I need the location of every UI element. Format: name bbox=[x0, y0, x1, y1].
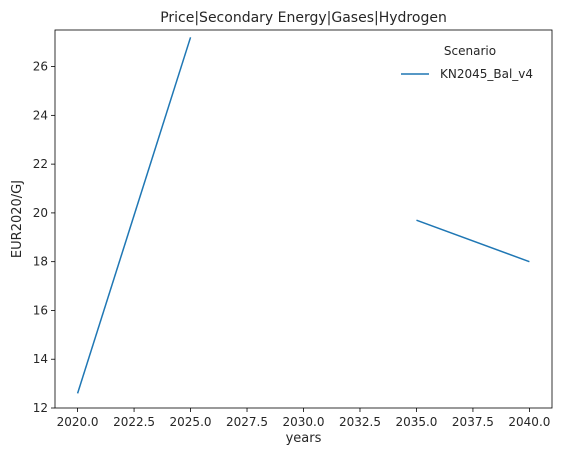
x-axis: 2020.0 2022.5 2025.0 2027.5 2030.0 2032.5 2035… bbox=[57, 408, 550, 429]
y-tick-label: 14 bbox=[33, 352, 48, 366]
x-tick-label: 2035.0 bbox=[395, 415, 437, 429]
x-tick-label: 2037.5 bbox=[452, 415, 494, 429]
y-tick-label: 24 bbox=[33, 108, 48, 122]
x-tick-label: 2025.0 bbox=[170, 415, 212, 429]
legend-title: Scenario bbox=[444, 44, 496, 58]
x-tick-label: 2030.0 bbox=[283, 415, 325, 429]
y-tick-label: 20 bbox=[33, 206, 48, 220]
x-axis-label: years bbox=[286, 431, 322, 446]
legend-label-kn2045-bal-v4: KN2045_Bal_v4 bbox=[440, 67, 533, 81]
y-tick-label: 12 bbox=[33, 401, 48, 415]
legend: Scenario KN2045_Bal_v4 bbox=[401, 44, 533, 81]
y-tick-label: 18 bbox=[33, 255, 48, 269]
x-tick-label: 2020.0 bbox=[57, 415, 99, 429]
y-axis-label: EUR2020/GJ bbox=[10, 180, 25, 258]
chart-title: Price|Secondary Energy|Gases|Hydrogen bbox=[160, 10, 447, 26]
y-tick-label: 22 bbox=[33, 157, 48, 171]
x-tick-label: 2022.5 bbox=[113, 415, 155, 429]
x-tick-label: 2027.5 bbox=[226, 415, 268, 429]
y-tick-label: 26 bbox=[33, 60, 48, 74]
x-tick-label: 2040.0 bbox=[508, 415, 550, 429]
series-line-segment bbox=[76, 37, 192, 394]
series-line-segment bbox=[416, 219, 530, 263]
series-layer bbox=[76, 37, 530, 394]
y-axis: 12 14 16 18 20 22 24 26 bbox=[33, 60, 55, 415]
x-tick-label: 2032.5 bbox=[339, 415, 381, 429]
y-tick-label: 16 bbox=[33, 303, 48, 317]
